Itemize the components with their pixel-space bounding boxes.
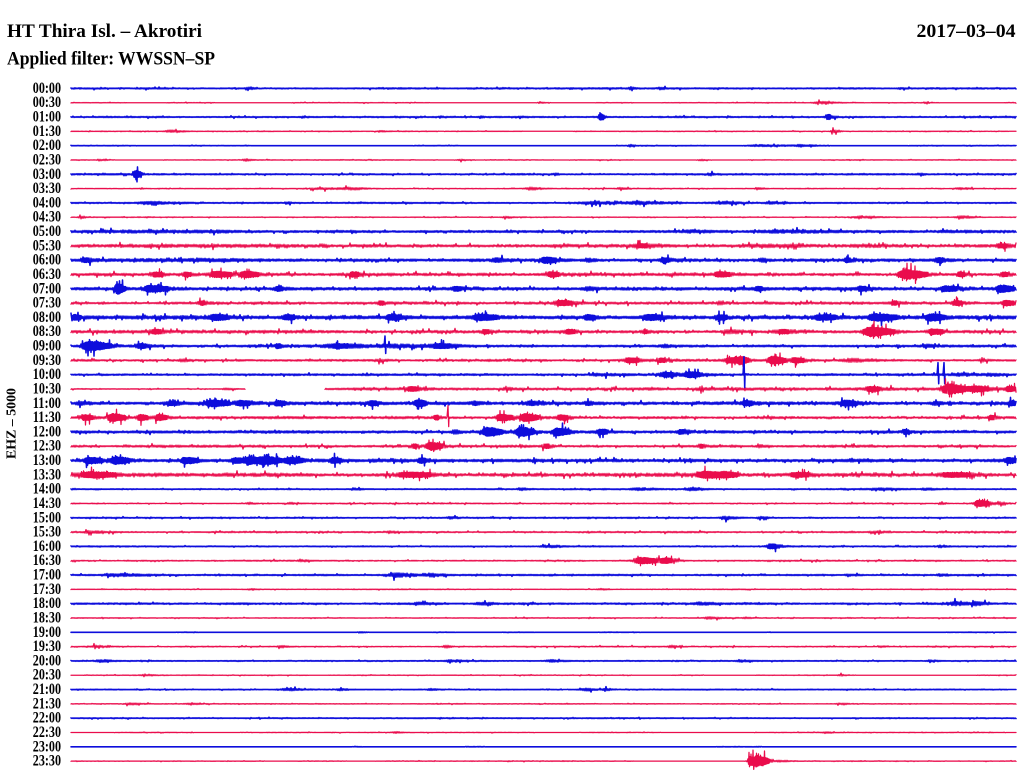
svg-text:06:00: 06:00 — [33, 252, 61, 269]
svg-text:2017–03–04: 2017–03–04 — [917, 22, 1016, 42]
svg-text:HT Thira Isl. – Akrotiri: HT Thira Isl. – Akrotiri — [7, 22, 202, 42]
svg-text:09:00: 09:00 — [33, 338, 61, 355]
svg-text:01:00: 01:00 — [33, 109, 61, 126]
svg-text:13:30: 13:30 — [33, 466, 61, 483]
svg-text:19:30: 19:30 — [33, 638, 61, 655]
svg-text:21:00: 21:00 — [33, 681, 61, 698]
svg-text:EHZ – 5000: EHZ – 5000 — [4, 388, 19, 459]
svg-text:07:00: 07:00 — [33, 280, 61, 297]
svg-text:22:30: 22:30 — [33, 724, 61, 741]
svg-text:20:30: 20:30 — [33, 667, 61, 684]
svg-text:16:00: 16:00 — [33, 538, 61, 555]
svg-text:03:30: 03:30 — [33, 180, 61, 197]
svg-text:08:30: 08:30 — [33, 323, 61, 340]
svg-text:22:00: 22:00 — [33, 710, 61, 727]
svg-text:18:00: 18:00 — [33, 595, 61, 612]
svg-text:17:00: 17:00 — [33, 567, 61, 584]
svg-text:04:30: 04:30 — [33, 209, 61, 226]
svg-text:13:00: 13:00 — [33, 452, 61, 469]
svg-text:10:30: 10:30 — [33, 381, 61, 398]
svg-text:03:00: 03:00 — [33, 166, 61, 183]
svg-text:23:30: 23:30 — [33, 753, 61, 770]
svg-text:01:30: 01:30 — [33, 123, 61, 140]
svg-text:20:00: 20:00 — [33, 652, 61, 669]
svg-text:10:00: 10:00 — [33, 366, 61, 383]
svg-text:14:30: 14:30 — [33, 495, 61, 512]
svg-text:19:00: 19:00 — [33, 624, 61, 641]
svg-text:02:00: 02:00 — [33, 137, 61, 154]
svg-text:21:30: 21:30 — [33, 695, 61, 712]
svg-text:05:30: 05:30 — [33, 237, 61, 254]
svg-text:17:30: 17:30 — [33, 581, 61, 598]
svg-text:15:00: 15:00 — [33, 509, 61, 526]
svg-text:00:00: 00:00 — [33, 80, 61, 97]
svg-text:18:30: 18:30 — [33, 610, 61, 627]
svg-text:12:30: 12:30 — [33, 438, 61, 455]
svg-text:09:30: 09:30 — [33, 352, 61, 369]
svg-text:11:30: 11:30 — [33, 409, 61, 426]
svg-text:04:00: 04:00 — [33, 194, 61, 211]
svg-text:07:30: 07:30 — [33, 295, 61, 312]
svg-text:16:30: 16:30 — [33, 552, 61, 569]
svg-text:05:00: 05:00 — [33, 223, 61, 240]
svg-text:08:00: 08:00 — [33, 309, 61, 326]
svg-text:Applied filter: WWSSN–SP: Applied filter: WWSSN–SP — [7, 50, 215, 70]
svg-text:11:00: 11:00 — [33, 395, 61, 412]
svg-text:14:00: 14:00 — [33, 481, 61, 498]
svg-text:12:00: 12:00 — [33, 423, 61, 440]
svg-text:23:00: 23:00 — [33, 738, 61, 755]
svg-text:00:30: 00:30 — [33, 94, 61, 111]
svg-text:15:30: 15:30 — [33, 524, 61, 541]
svg-text:02:30: 02:30 — [33, 152, 61, 169]
svg-text:06:30: 06:30 — [33, 266, 61, 283]
